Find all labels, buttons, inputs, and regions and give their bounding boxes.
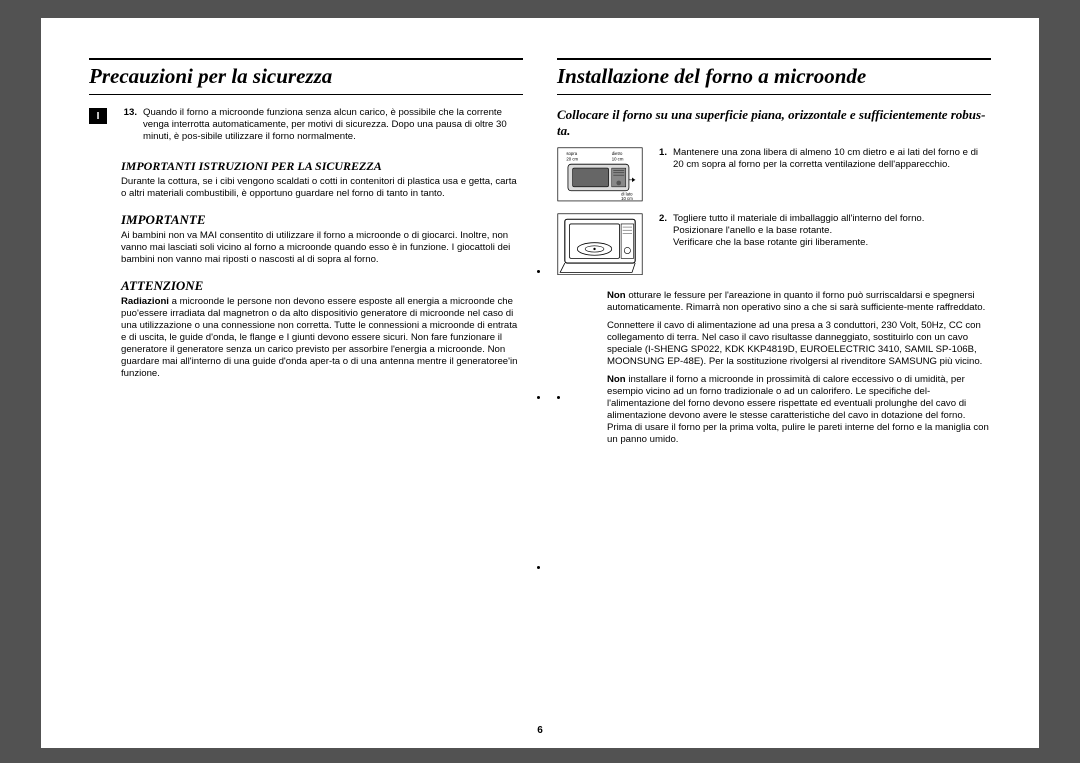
right-column: Installazione del forno a microonde Coll… [557,58,991,452]
clearance-diagram: sopra 20 cm dietro 10 cm [557,147,643,207]
power-cable-text: Connettere il cavo di alimentazione ad u… [607,320,991,368]
gutter-dot [537,270,540,273]
turntable-diagram [557,213,643,281]
label-back: dietro [612,151,623,156]
important-heading: IMPORTANTE [121,212,523,228]
attention-text: Radiazioni a microonde le persone non de… [121,296,523,380]
warning-2: Non installare il forno a microonde in p… [607,374,991,446]
label-side-val: 10 cm [621,196,633,201]
label-top-val: 20 cm [566,156,578,161]
warning-1: Non otturare le fessure per l'areazione … [607,290,991,314]
item-13-text: Quando il forno a microonde funziona sen… [143,107,523,143]
attention-heading: ATTENZIONE [121,278,523,294]
safety-instructions-text: Durante la cottura, se i cibi vengono sc… [121,176,523,200]
install-2-number: 2. [651,213,667,249]
two-column-layout: Precauzioni per la sicurezza I 13. Quand… [89,58,991,452]
label-back-val: 10 cm [612,156,624,161]
install-intro: Collocare il forno su una superficie pia… [557,107,991,139]
left-column: Precauzioni per la sicurezza I 13. Quand… [89,58,523,452]
important-text: Ai bambini non va MAI consentito di util… [121,230,523,266]
microwave-open-svg [557,213,643,276]
gutter-dot [537,566,540,569]
non-bold-1: Non [607,290,626,301]
microwave-clearance-svg: sopra 20 cm dietro 10 cm [557,147,643,202]
install-row-1: sopra 20 cm dietro 10 cm [557,147,991,207]
warning-1-body: otturare le fessure per l'areazione in q… [607,290,985,313]
gutter-dot [557,396,560,399]
install-row-2: 2. Togliere tutto il materiale di imball… [557,213,991,281]
safety-instructions-heading: IMPORTANTI ISTRUZIONI PER LA SICUREZZA [121,159,523,174]
label-top: sopra [566,151,577,156]
gutter-dot [537,396,540,399]
item-13-number: 13. [121,107,137,143]
manual-page: Precauzioni per la sicurezza I 13. Quand… [41,18,1039,748]
install-1-number: 1. [651,147,667,171]
attention-body: a microonde le persone non devono essere… [121,296,517,379]
non-bold-2: Non [607,374,626,385]
install-1-text: Mantenere una zona libera di almeno 10 c… [673,147,991,171]
install-2-text: Togliere tutto il materiale di imballagg… [673,213,991,249]
item-13-block: I 13. Quando il forno a microonde funzio… [89,107,523,147]
radiation-bold: Radiazioni [121,296,169,307]
page-number: 6 [41,725,1039,736]
left-section-title: Precauzioni per la sicurezza [89,58,523,95]
warning-2-body: installare il forno a microonde in pross… [607,374,989,445]
right-section-title: Installazione del forno a microonde [557,58,991,95]
language-badge: I [89,108,107,124]
